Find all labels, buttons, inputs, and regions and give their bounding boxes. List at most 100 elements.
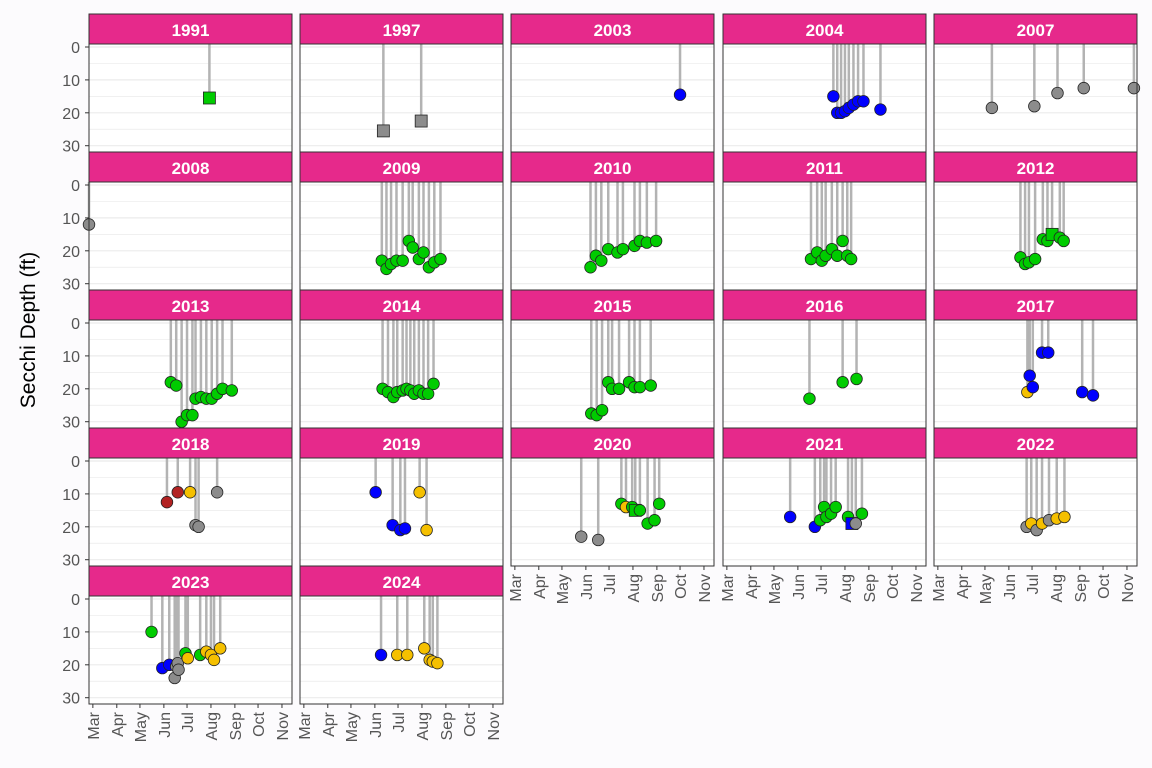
data-point	[418, 642, 431, 655]
strip-label: 2021	[806, 435, 844, 454]
y-tick-label: 30	[62, 277, 80, 294]
x-tick-label: May	[555, 574, 572, 604]
y-tick-label: 0	[71, 40, 80, 57]
y-tick-label: 10	[62, 349, 80, 366]
strip-label: 2004	[806, 21, 844, 40]
data-point	[398, 522, 412, 535]
panel-2003: 2003	[510, 13, 715, 153]
data-point	[633, 380, 647, 394]
panel-2017: 2017	[933, 289, 1138, 429]
panel-2021: 2021 Mar Apr May Jun Jul Aug Sep Oct Nov	[720, 427, 927, 604]
x-tick-label: Oct	[1096, 573, 1113, 598]
data-point	[417, 246, 430, 259]
data-point	[652, 497, 666, 510]
x-tick-label: Oct	[673, 573, 690, 598]
panel-2010: 2010	[510, 151, 715, 291]
data-point	[648, 514, 661, 527]
strip-label: 2020	[594, 435, 632, 454]
panel-2023: 2023 0 10 20 30 Mar Apr May Jun Jul Aug Sep Oct Nov	[62, 565, 293, 742]
x-tick-label: Jun	[1002, 574, 1019, 600]
strip-label: 2012	[1017, 159, 1055, 178]
data-point	[633, 504, 647, 517]
data-point	[207, 653, 221, 667]
data-point	[1051, 86, 1064, 100]
x-tick-label: Jul	[814, 574, 831, 594]
y-tick-label: 10	[62, 73, 80, 90]
data-point	[649, 234, 663, 248]
data-point-square	[414, 114, 428, 128]
x-tick-label: Nov	[909, 574, 926, 602]
data-point	[1127, 81, 1141, 95]
data-point	[855, 507, 869, 520]
data-point	[595, 254, 608, 267]
panel-background	[300, 44, 503, 152]
panel-background	[723, 320, 926, 428]
panel-border	[299, 595, 504, 705]
strip-2024	[299, 565, 504, 597]
data-point	[844, 252, 858, 266]
strip-label: 2016	[806, 297, 844, 316]
strip-2023	[88, 565, 293, 597]
data-point	[171, 486, 184, 499]
x-tick-label: May	[133, 712, 150, 742]
strip-2022	[933, 427, 1138, 459]
panel-background	[89, 182, 292, 290]
x-tick-label: May	[767, 574, 784, 604]
x-tick-label: Apr	[955, 573, 972, 599]
panel-2019: 2019	[299, 427, 504, 567]
strip-2018	[88, 427, 293, 459]
panel-2008: 2008 0 10 20 30	[62, 151, 293, 294]
y-tick-label: 20	[62, 106, 80, 123]
data-point	[829, 500, 842, 514]
data-point	[214, 642, 227, 655]
x-tick-label: May	[978, 574, 995, 604]
y-tick-label: 30	[62, 691, 80, 708]
data-point	[1058, 510, 1071, 524]
data-point	[172, 663, 185, 676]
panel-background	[511, 182, 714, 290]
x-tick-label: Nov	[486, 712, 503, 740]
strip-label: 2015	[594, 297, 632, 316]
panel-background	[300, 596, 503, 704]
data-point	[783, 510, 797, 524]
y-tick-label: 20	[62, 658, 80, 675]
x-tick-label: Aug	[415, 712, 432, 740]
x-tick-label: Jul	[1025, 574, 1042, 594]
data-point	[369, 486, 382, 499]
data-point	[1075, 385, 1089, 399]
data-point	[183, 486, 197, 499]
data-point	[575, 530, 588, 543]
strip-label: 2013	[172, 297, 210, 316]
data-point	[849, 517, 862, 530]
data-point	[595, 403, 609, 417]
data-point	[1028, 100, 1041, 113]
panel-1991: 1991 0 10 20 30	[62, 13, 293, 156]
strip-label: 2017	[1017, 297, 1055, 316]
panel-2016: 2016	[722, 289, 927, 429]
x-tick-label: Apr	[532, 573, 549, 599]
panel-2022: 2022 Mar Apr May Jun Jul Aug Sep Oct Nov	[931, 427, 1138, 604]
data-point	[413, 486, 426, 499]
data-point	[985, 101, 999, 115]
x-tick-label: Sep	[228, 712, 245, 741]
strip-label: 2003	[594, 21, 632, 40]
strip-label: 2019	[383, 435, 421, 454]
panel-background	[723, 44, 926, 152]
data-point	[427, 377, 440, 391]
data-point	[145, 625, 158, 639]
strip-2007	[933, 13, 1138, 45]
data-point	[1057, 234, 1070, 248]
x-tick-label: Aug	[204, 712, 221, 740]
data-point-square	[203, 91, 216, 105]
data-point	[396, 254, 409, 267]
data-point	[644, 379, 657, 392]
x-tick-label: Jul	[602, 574, 619, 594]
panel-2011: 2011	[722, 151, 927, 291]
strip-label: 2008	[172, 159, 210, 178]
panel-2015: 2015	[510, 289, 715, 429]
strip-label: 2014	[383, 297, 421, 316]
y-tick-label: 20	[62, 244, 80, 261]
data-point	[836, 234, 849, 248]
data-point	[803, 392, 816, 405]
